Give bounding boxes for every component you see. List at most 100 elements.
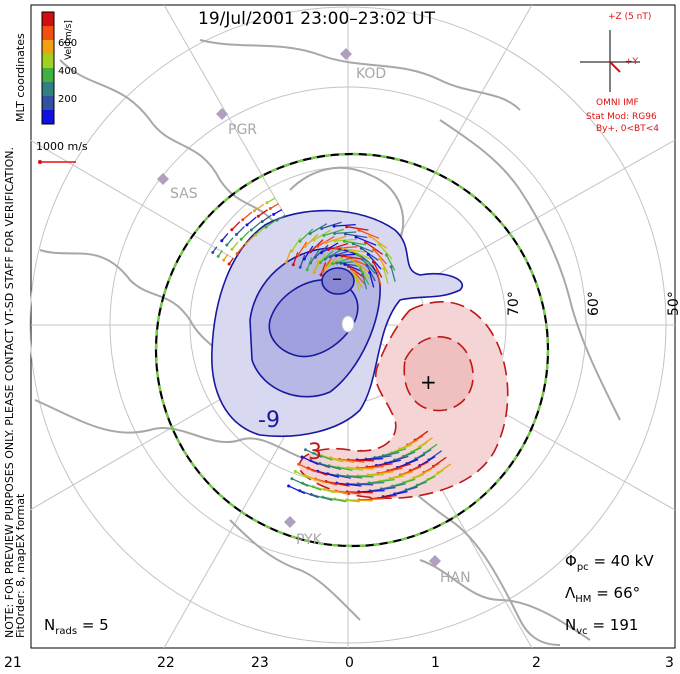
velocity-vector: [352, 243, 374, 253]
velocity-vector-origin: [256, 214, 260, 218]
imf-model: Stat Mod: RG96: [586, 112, 657, 122]
velocity-vector: [315, 478, 338, 486]
velocity-vector: [419, 455, 436, 467]
velocity-vector-origin: [312, 270, 316, 274]
velocity-vector: [394, 451, 416, 461]
pole-marker: [341, 315, 355, 333]
velocity-vector: [385, 455, 409, 464]
velocity-vector-origin: [344, 232, 348, 236]
velocity-vector: [336, 253, 358, 257]
velocity-vector: [246, 216, 257, 226]
stat-n-vc-sub: vc: [576, 626, 588, 637]
velocity-vector-origin: [230, 228, 234, 232]
velocity-vector-origin: [355, 252, 359, 256]
radar-marker-kod: [340, 48, 352, 60]
velocity-vector: [337, 474, 363, 479]
velocity-vector-origin: [339, 261, 343, 265]
velocity-vector: [298, 463, 316, 473]
velocity-vector: [338, 466, 364, 471]
colorbar-label: Vel [m/s]: [64, 20, 74, 60]
velocity-vector-origin: [312, 238, 316, 242]
velocity-vector: [240, 230, 250, 240]
velocity-vector: [305, 449, 323, 458]
velocity-vectors: [211, 197, 452, 503]
velocity-vector: [335, 238, 357, 242]
velocity-vector-origin: [321, 269, 325, 273]
velocity-vector: [303, 245, 314, 260]
velocity-vector: [373, 249, 388, 265]
coast-canada-north: [59, 59, 281, 231]
contour-label-negative: -9: [258, 408, 280, 433]
velocity-vector-origin: [303, 245, 307, 249]
velocity-vector-origin: [316, 244, 320, 248]
velocity-vector-origin: [368, 234, 372, 238]
velocity-vector: [329, 465, 353, 471]
velocity-vector: [335, 246, 358, 249]
radar-label-sas: SAS: [170, 186, 198, 202]
velocity-vector: [242, 211, 253, 221]
stat-phi-pc: Φpc = 40 kV: [565, 552, 654, 573]
velocity-vector: [387, 463, 411, 472]
imf-condition: By+, 0<BT<4: [596, 124, 659, 134]
stat-n-rads-value: = 5: [81, 616, 109, 634]
coast-atlantic-west: [34, 399, 331, 463]
velocity-vector-origin: [308, 250, 312, 254]
velocity-vector-origin: [222, 258, 226, 262]
velocity-vector-origin: [358, 267, 362, 271]
velocity-vector-origin: [355, 262, 359, 266]
radar-label-han: HAN: [440, 570, 471, 586]
velocity-vector: [368, 478, 395, 484]
velocity-vector: [427, 469, 444, 480]
velocity-vector: [221, 232, 229, 242]
stat-n-rads-symbol: N: [44, 616, 56, 634]
velocity-vector: [285, 249, 292, 263]
velocity-vector-origin: [300, 455, 304, 459]
velocity-vector: [369, 272, 375, 288]
velocity-vector: [321, 242, 339, 254]
scale-vector-label: 1000 m/s: [36, 140, 88, 153]
velocity-vector-origin: [335, 261, 339, 265]
velocity-vector: [379, 475, 405, 482]
velocity-vector: [265, 220, 276, 228]
velocity-vector: [403, 446, 422, 457]
velocity-vector-origin: [366, 252, 370, 256]
velocity-vector: [347, 491, 373, 494]
velocity-vector-origin: [346, 264, 350, 268]
velocity-vector: [319, 462, 342, 471]
stat-n-vc: Nvc = 191: [565, 616, 638, 637]
velocity-vector-origin: [318, 261, 322, 265]
colorbar-swatch: [42, 96, 54, 110]
stat-lambda-hm-value: = 66°: [596, 584, 641, 602]
velocity-vector: [328, 242, 349, 251]
velocity-vector: [276, 214, 286, 221]
velocity-vector: [330, 457, 355, 464]
velocity-vector-origin: [291, 263, 295, 267]
velocity-vector: [325, 480, 350, 487]
velocity-vector: [341, 255, 364, 261]
velocity-vector-origin: [254, 233, 258, 237]
velocity-vector-origin: [327, 263, 331, 267]
velocity-vector: [295, 470, 312, 480]
negative-cell-inner: [268, 279, 359, 358]
velocity-vector-origin: [331, 262, 335, 266]
velocity-vector-origin: [341, 247, 345, 251]
velocity-vector: [348, 459, 375, 462]
velocity-vector: [357, 458, 384, 461]
velocity-vector: [273, 208, 283, 215]
velocity-vector-origin: [326, 248, 330, 252]
colorbar-swatch: [42, 40, 54, 54]
radar-label-pgr: PGR: [228, 122, 258, 138]
velocity-vector-origin: [308, 232, 312, 236]
velocity-vector: [305, 474, 325, 484]
velocity-vector: [320, 250, 334, 264]
scale-vector-mark: [38, 160, 76, 164]
imf-source: OMNI IMF: [596, 98, 639, 108]
velocity-vector: [406, 454, 426, 465]
velocity-vector-origin: [350, 267, 354, 271]
velocity-vector: [324, 248, 343, 260]
coast-hudson: [39, 249, 241, 371]
velocity-vector: [324, 488, 348, 495]
potential-maximum-marker: +: [420, 370, 437, 394]
velocity-vector-origin: [351, 242, 355, 246]
velocity-vector-origin: [313, 255, 317, 259]
